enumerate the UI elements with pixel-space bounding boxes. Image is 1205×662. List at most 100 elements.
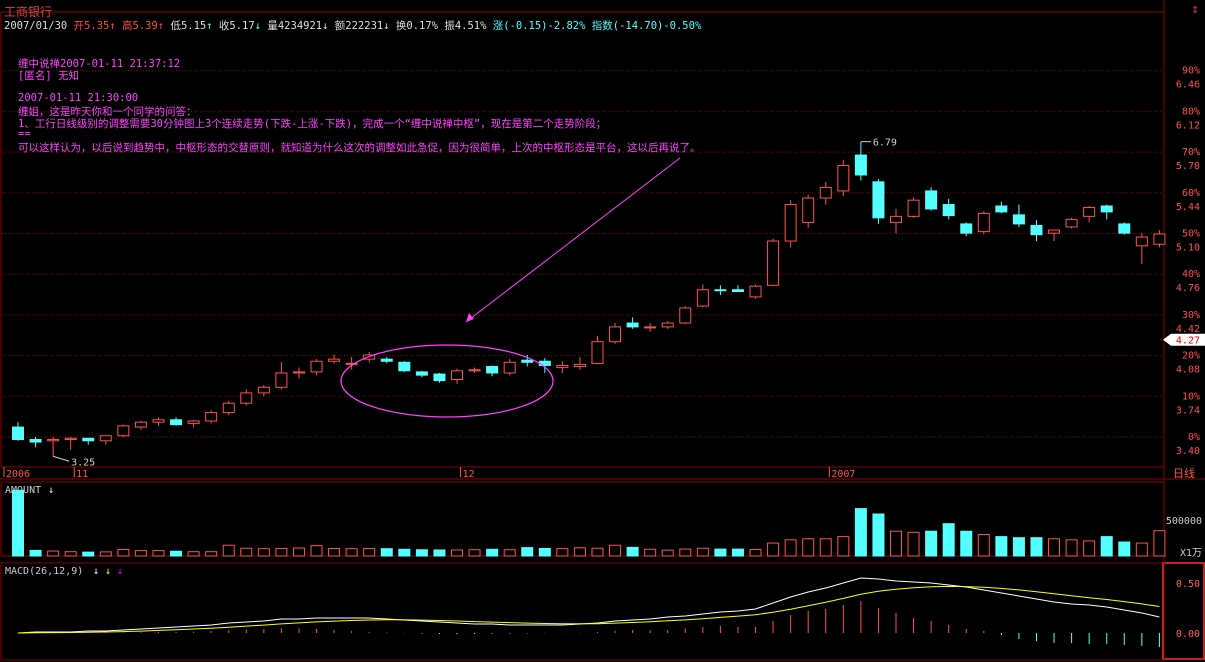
candle-body	[626, 322, 639, 328]
candle-body	[12, 426, 24, 441]
candle-body	[521, 359, 534, 363]
macd-tick-label: 0.50	[1176, 579, 1200, 590]
info-turn-label: 换	[395, 20, 407, 32]
candle-body	[784, 204, 797, 242]
percent-tick-label: 20%	[1182, 351, 1200, 362]
down-arrow-icon: ↓	[383, 20, 390, 32]
volume-bar	[573, 547, 586, 557]
volume-bar	[170, 550, 183, 557]
volume-bar	[521, 547, 534, 557]
info-amt: 222231	[345, 20, 384, 32]
down-arrow-icon: ↓	[48, 485, 54, 496]
candle-body	[187, 420, 200, 424]
candle-body	[995, 205, 1008, 213]
candle-body	[854, 154, 867, 176]
period-label: 日线	[1173, 466, 1195, 480]
volume-bar	[1083, 540, 1096, 557]
volume-bar	[363, 547, 376, 557]
x-tick-label: 2007	[831, 469, 855, 480]
volume-bar	[152, 550, 165, 557]
info-idx: (-14.70)-0.50%	[612, 20, 702, 32]
x-tick-label: 11	[76, 469, 88, 480]
candle-body	[556, 364, 569, 369]
percent-tick-label: 90%	[1182, 66, 1200, 77]
info-chg: (-0.15)-2.82%	[503, 20, 586, 32]
up-arrow-icon: ↑	[157, 20, 165, 32]
info-amt-label: 额	[334, 20, 346, 32]
min-pointer	[52, 455, 70, 462]
info-chg-label: 涨	[492, 20, 504, 32]
candle-body	[29, 439, 42, 443]
info-low-label: 低	[170, 20, 181, 32]
info-high: 5.39	[132, 20, 158, 32]
candle-body	[591, 341, 604, 364]
candle-body	[573, 363, 586, 368]
candle-body	[99, 435, 112, 442]
annotation-line: 可以这样认为，以后说到趋势中，中枢形态的交替原则，就知道为什么这次的调整如此急促…	[18, 142, 701, 154]
volume-bar	[644, 548, 657, 557]
price-tick-label: 6.46	[1176, 80, 1200, 91]
candle-body	[1048, 229, 1061, 234]
down-arrow-icon: ↓	[254, 20, 262, 32]
volume-bar	[187, 551, 200, 557]
candle-body	[837, 165, 850, 192]
info-low: 5.15	[180, 20, 207, 32]
candle-body	[468, 369, 481, 372]
price-tick-label: 5.10	[1176, 243, 1200, 254]
max-label: 6.79	[873, 138, 897, 149]
candle-body	[117, 425, 130, 437]
candle-body	[696, 289, 709, 307]
candle-body	[47, 439, 60, 442]
volume-bar	[117, 549, 130, 557]
kline-frame	[0, 11, 1165, 468]
candle-body	[942, 204, 955, 217]
info-open: 5.35	[84, 20, 110, 32]
macd-dea-line	[17, 585, 1160, 634]
volume-bar	[29, 549, 42, 557]
x-tick-label: 12	[463, 469, 475, 480]
percent-tick-label: 50%	[1182, 229, 1200, 240]
candle-body	[292, 371, 305, 374]
candle-body	[170, 419, 183, 426]
candle-body	[749, 285, 762, 298]
candle-body	[802, 197, 815, 223]
candle-body	[1030, 224, 1043, 236]
volume-tick-label: 500000	[1166, 516, 1202, 527]
candle-body	[415, 371, 428, 376]
macd-dif-line	[17, 577, 1160, 634]
info-bar: 2007/01/30 开5.35↑ 高5.39↑ 低5.15↑ 收5.17↓ 量…	[4, 18, 701, 33]
volume-bar	[925, 530, 938, 557]
percent-tick-label: 30%	[1182, 310, 1200, 321]
price-tick-label: 5.44	[1176, 202, 1200, 213]
volume-bar	[205, 551, 218, 557]
volume-bar	[802, 538, 815, 557]
volume-bar	[292, 547, 305, 557]
volume-bar	[977, 533, 990, 557]
macd-title: MACD(26,12,9)	[5, 566, 83, 577]
volume-bar	[731, 548, 744, 557]
candle-body	[1065, 218, 1078, 228]
stock-name: 工商银行	[4, 5, 53, 19]
volume-bar	[890, 530, 902, 557]
min-label: 3.25	[71, 457, 95, 468]
volume-bar	[995, 536, 1008, 557]
candle-body	[661, 322, 674, 328]
scroll-icon[interactable]: ⇕	[1191, 2, 1199, 17]
info-open-label: 开	[73, 20, 85, 32]
volume-bar	[1048, 538, 1061, 557]
candle-body	[977, 212, 990, 233]
candle-body	[925, 190, 938, 210]
volume-bar	[819, 538, 832, 557]
candle-body	[134, 421, 147, 428]
volume-bar	[47, 550, 60, 557]
volume-bar	[1012, 537, 1025, 557]
candle-body	[1135, 236, 1148, 247]
price-tick-label: 4.76	[1176, 283, 1200, 294]
candle-body	[1153, 233, 1166, 245]
annotation-anon: [匿名] 无知	[18, 70, 79, 82]
volume-unit-label: X1万	[1180, 548, 1202, 559]
candle-body	[433, 373, 446, 382]
volume-bar	[714, 548, 727, 557]
volume-bar	[398, 548, 411, 557]
